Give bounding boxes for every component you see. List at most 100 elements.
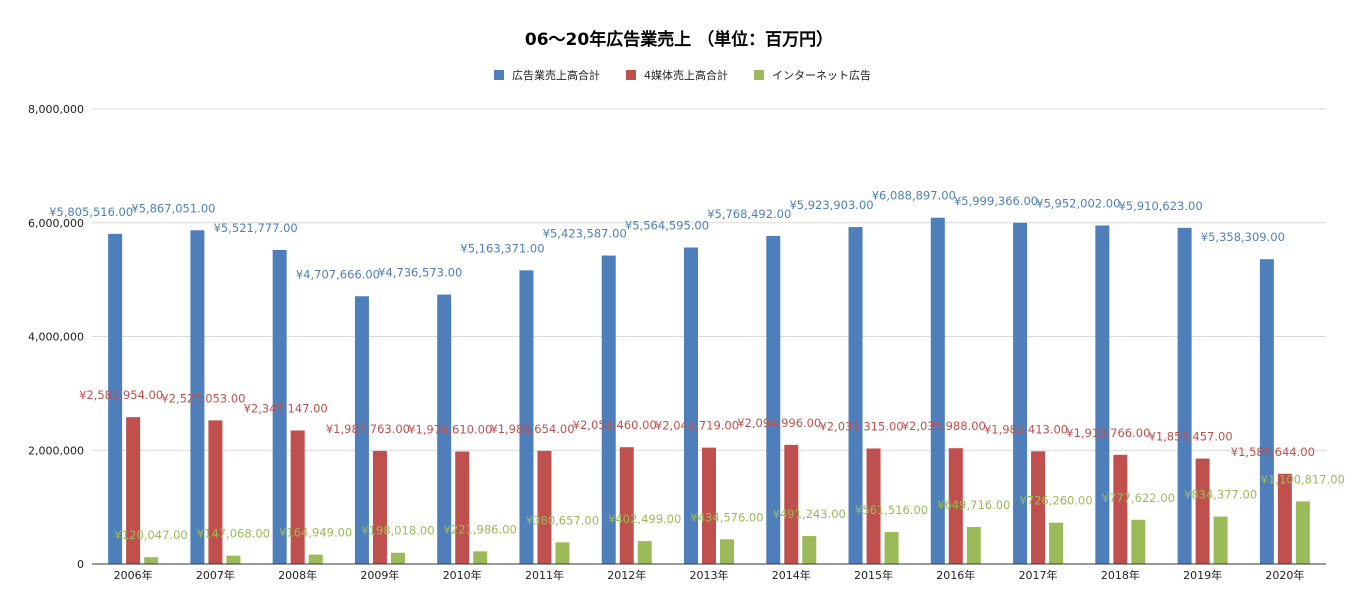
bar-s1-9 xyxy=(848,227,863,565)
x-tick-label: 2007年 xyxy=(196,568,235,582)
data-label-s2-14: ¥1,586,644.00 xyxy=(1231,445,1315,459)
data-label-s3-5: ¥380,657.00 xyxy=(526,513,599,527)
x-axis: 2006年 2007年 2008年 2009年 2010年 2011年 2012年 2013年… xyxy=(92,563,1326,582)
legend: 広告業売上高合計 4媒体売上高合計 インターネット広告 xyxy=(494,68,871,82)
y-tick-label: 0 xyxy=(77,558,84,571)
bar-s3-1 xyxy=(226,555,241,564)
bar-s2-1 xyxy=(208,420,223,564)
legend-swatch-3 xyxy=(754,70,764,80)
x-tick-label: 2008年 xyxy=(278,568,317,582)
data-label-s1-4: ¥4,736,573.00 xyxy=(378,266,462,280)
data-label-s3-0: ¥120,047.00 xyxy=(115,528,188,542)
x-tick-label: 2006年 xyxy=(114,568,153,582)
data-label-s1-9: ¥5,923,903.00 xyxy=(789,198,873,212)
x-tick-label: 2011年 xyxy=(525,568,564,582)
data-label-s3-10: ¥649,716.00 xyxy=(937,498,1010,512)
data-label-s3-7: ¥434,576.00 xyxy=(690,510,763,524)
bar-s2-10 xyxy=(948,448,963,564)
bar-s2-6 xyxy=(619,447,634,564)
bar-s3-2 xyxy=(308,554,323,564)
data-label-s2-2: ¥2,347,147.00 xyxy=(244,402,328,416)
y-tick-label: 4,000,000 xyxy=(28,331,84,344)
bar-s2-5 xyxy=(537,450,552,564)
bar-s1-2 xyxy=(272,249,287,565)
bar-s2-4 xyxy=(455,451,470,564)
bar-s2-7 xyxy=(702,447,716,564)
legend-swatch-1 xyxy=(494,70,504,80)
data-label-s2-0: ¥2,581,954.00 xyxy=(79,388,163,402)
bar-s3-0 xyxy=(144,557,159,564)
bar-s2-11 xyxy=(1031,451,1046,564)
data-label-s3-1: ¥147,068.00 xyxy=(197,527,270,541)
x-tick-label: 2014年 xyxy=(772,568,811,582)
bar-s3-13 xyxy=(1213,516,1228,564)
x-tick-label: 2018年 xyxy=(1101,568,1140,582)
data-label-s1-11: ¥5,999,366.00 xyxy=(954,194,1038,208)
data-label-s1-0: ¥5,805,516.00 xyxy=(49,205,133,219)
data-label-s2-9: ¥2,031,315.00 xyxy=(819,419,903,433)
data-label-s2-12: ¥1,919,766.00 xyxy=(1066,426,1150,440)
bar-s1-14 xyxy=(1259,259,1274,564)
data-label-s1-13: ¥5,910,623.00 xyxy=(1119,199,1203,213)
x-tick-label: 2012年 xyxy=(607,568,646,582)
x-tick-label: 2010年 xyxy=(443,568,482,582)
data-label-s3-11: ¥726,260.00 xyxy=(1019,494,1092,508)
y-axis: 0 2,000,000 4,000,000 6,000,000 8,000,000 xyxy=(28,103,84,571)
data-label-s3-13: ¥834,377.00 xyxy=(1184,488,1257,502)
bar-s3-5 xyxy=(555,542,570,564)
x-tick-label: 2015年 xyxy=(854,568,893,582)
bar-s1-3 xyxy=(354,296,369,564)
data-label-s1-7: ¥5,564,595.00 xyxy=(625,219,709,233)
data-label-s1-6: ¥5,423,587.00 xyxy=(543,227,627,241)
data-label-s1-2: ¥5,521,777.00 xyxy=(214,221,298,235)
data-label-s3-12: ¥777,622.00 xyxy=(1102,491,1175,505)
data-label-s2-7: ¥2,045,719.00 xyxy=(655,419,739,433)
legend-swatch-2 xyxy=(626,70,636,80)
data-label-s3-9: ¥561,516.00 xyxy=(855,503,928,517)
bar-s2-3 xyxy=(372,450,387,564)
bars xyxy=(108,217,1310,565)
data-label-s2-5: ¥1,988,654.00 xyxy=(490,422,574,436)
bar-s3-3 xyxy=(390,552,405,564)
data-label-s1-10: ¥6,088,897.00 xyxy=(872,189,956,203)
bar-s1-11 xyxy=(1013,222,1028,564)
data-label-s1-1: ¥5,867,051.00 xyxy=(131,201,215,215)
x-tick-label: 2016年 xyxy=(936,568,975,582)
bar-s1-6 xyxy=(601,255,616,564)
bar-s1-12 xyxy=(1095,225,1110,564)
data-label-s1-8: ¥5,768,492.00 xyxy=(707,207,791,221)
bar-s1-4 xyxy=(437,294,452,564)
bar-s2-13 xyxy=(1195,458,1210,564)
data-label-s3-2: ¥164,949.00 xyxy=(279,526,352,540)
data-labels: ¥5,805,516.00 ¥2,581,954.00 ¥120,047.00 ¥5,… xyxy=(49,189,1345,542)
bar-s2-12 xyxy=(1113,454,1128,564)
x-tick-label: 2013年 xyxy=(690,568,729,582)
bar-s1-0 xyxy=(108,233,123,564)
y-tick-label: 6,000,000 xyxy=(28,217,84,230)
bar-s3-14 xyxy=(1295,501,1310,564)
x-tick-label: 2020年 xyxy=(1265,568,1304,582)
bar-s3-11 xyxy=(1049,522,1064,564)
bar-s2-14 xyxy=(1277,473,1292,564)
bar-s2-9 xyxy=(866,448,881,564)
data-label-s1-12: ¥5,952,002.00 xyxy=(1036,196,1120,210)
data-label-s2-3: ¥1,987,763.00 xyxy=(326,422,410,436)
x-tick-label: 2019年 xyxy=(1183,568,1222,582)
data-label-s2-1: ¥2,525,053.00 xyxy=(161,391,245,405)
data-label-s3-14: ¥1,100,817.00 xyxy=(1261,472,1345,486)
bar-s3-7 xyxy=(720,539,734,564)
legend-label-3: インターネット広告 xyxy=(772,69,871,82)
data-label-s2-13: ¥1,853,457.00 xyxy=(1149,430,1233,444)
bar-s1-5 xyxy=(519,270,534,564)
data-label-s1-14: ¥5,358,309.00 xyxy=(1201,230,1285,244)
data-label-s2-11: ¥1,982,413.00 xyxy=(984,422,1068,436)
chart-title: 06〜20年広告業売上 （単位：百万円） xyxy=(525,29,833,50)
data-label-s3-3: ¥198,018.00 xyxy=(361,524,434,538)
legend-label-1: 広告業売上高合計 xyxy=(512,68,600,82)
bar-s1-13 xyxy=(1177,227,1192,564)
data-label-s1-3: ¥4,707,666.00 xyxy=(296,267,380,281)
bar-s3-12 xyxy=(1131,519,1146,564)
bar-s1-7 xyxy=(684,247,698,564)
bar-s2-0 xyxy=(126,417,141,564)
